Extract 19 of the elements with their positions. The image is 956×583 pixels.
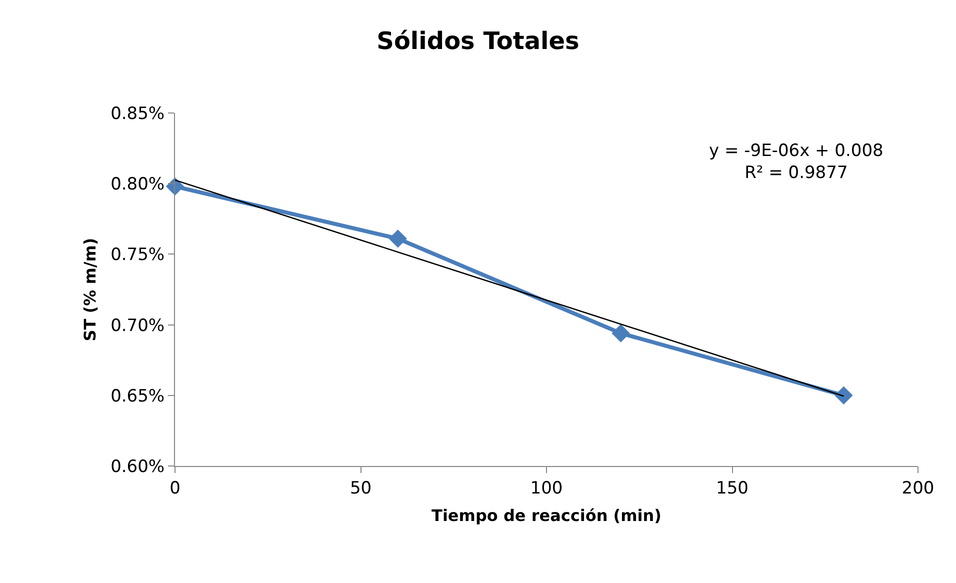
x-axis-title: Tiempo de reacción (min) <box>432 506 662 526</box>
y-tick-label: 0.85% <box>110 104 165 124</box>
x-tick-label: 100 <box>530 478 563 498</box>
x-tick-label: 150 <box>716 478 748 498</box>
point <box>612 324 630 342</box>
point <box>834 386 853 404</box>
y-axis-title: ST (% m/m) <box>80 238 100 342</box>
x-tick-label: 200 <box>902 478 934 498</box>
point <box>166 177 184 196</box>
y-tick-label: 0.75% <box>110 245 165 266</box>
y-tick-label: 0.60% <box>110 456 165 477</box>
y-tick-label: 0.80% <box>110 174 165 195</box>
y-tick-label: 0.70% <box>110 316 165 336</box>
x-tick-label: 0 <box>170 478 180 498</box>
x-tick-label: 50 <box>350 478 372 498</box>
annotation: y = -9E-06x + 0.008 R² = 0.9877 <box>709 141 884 184</box>
chart-title: Sólidos Totales <box>376 27 580 56</box>
point <box>388 230 407 248</box>
y-tick-label: 0.65% <box>110 386 165 406</box>
